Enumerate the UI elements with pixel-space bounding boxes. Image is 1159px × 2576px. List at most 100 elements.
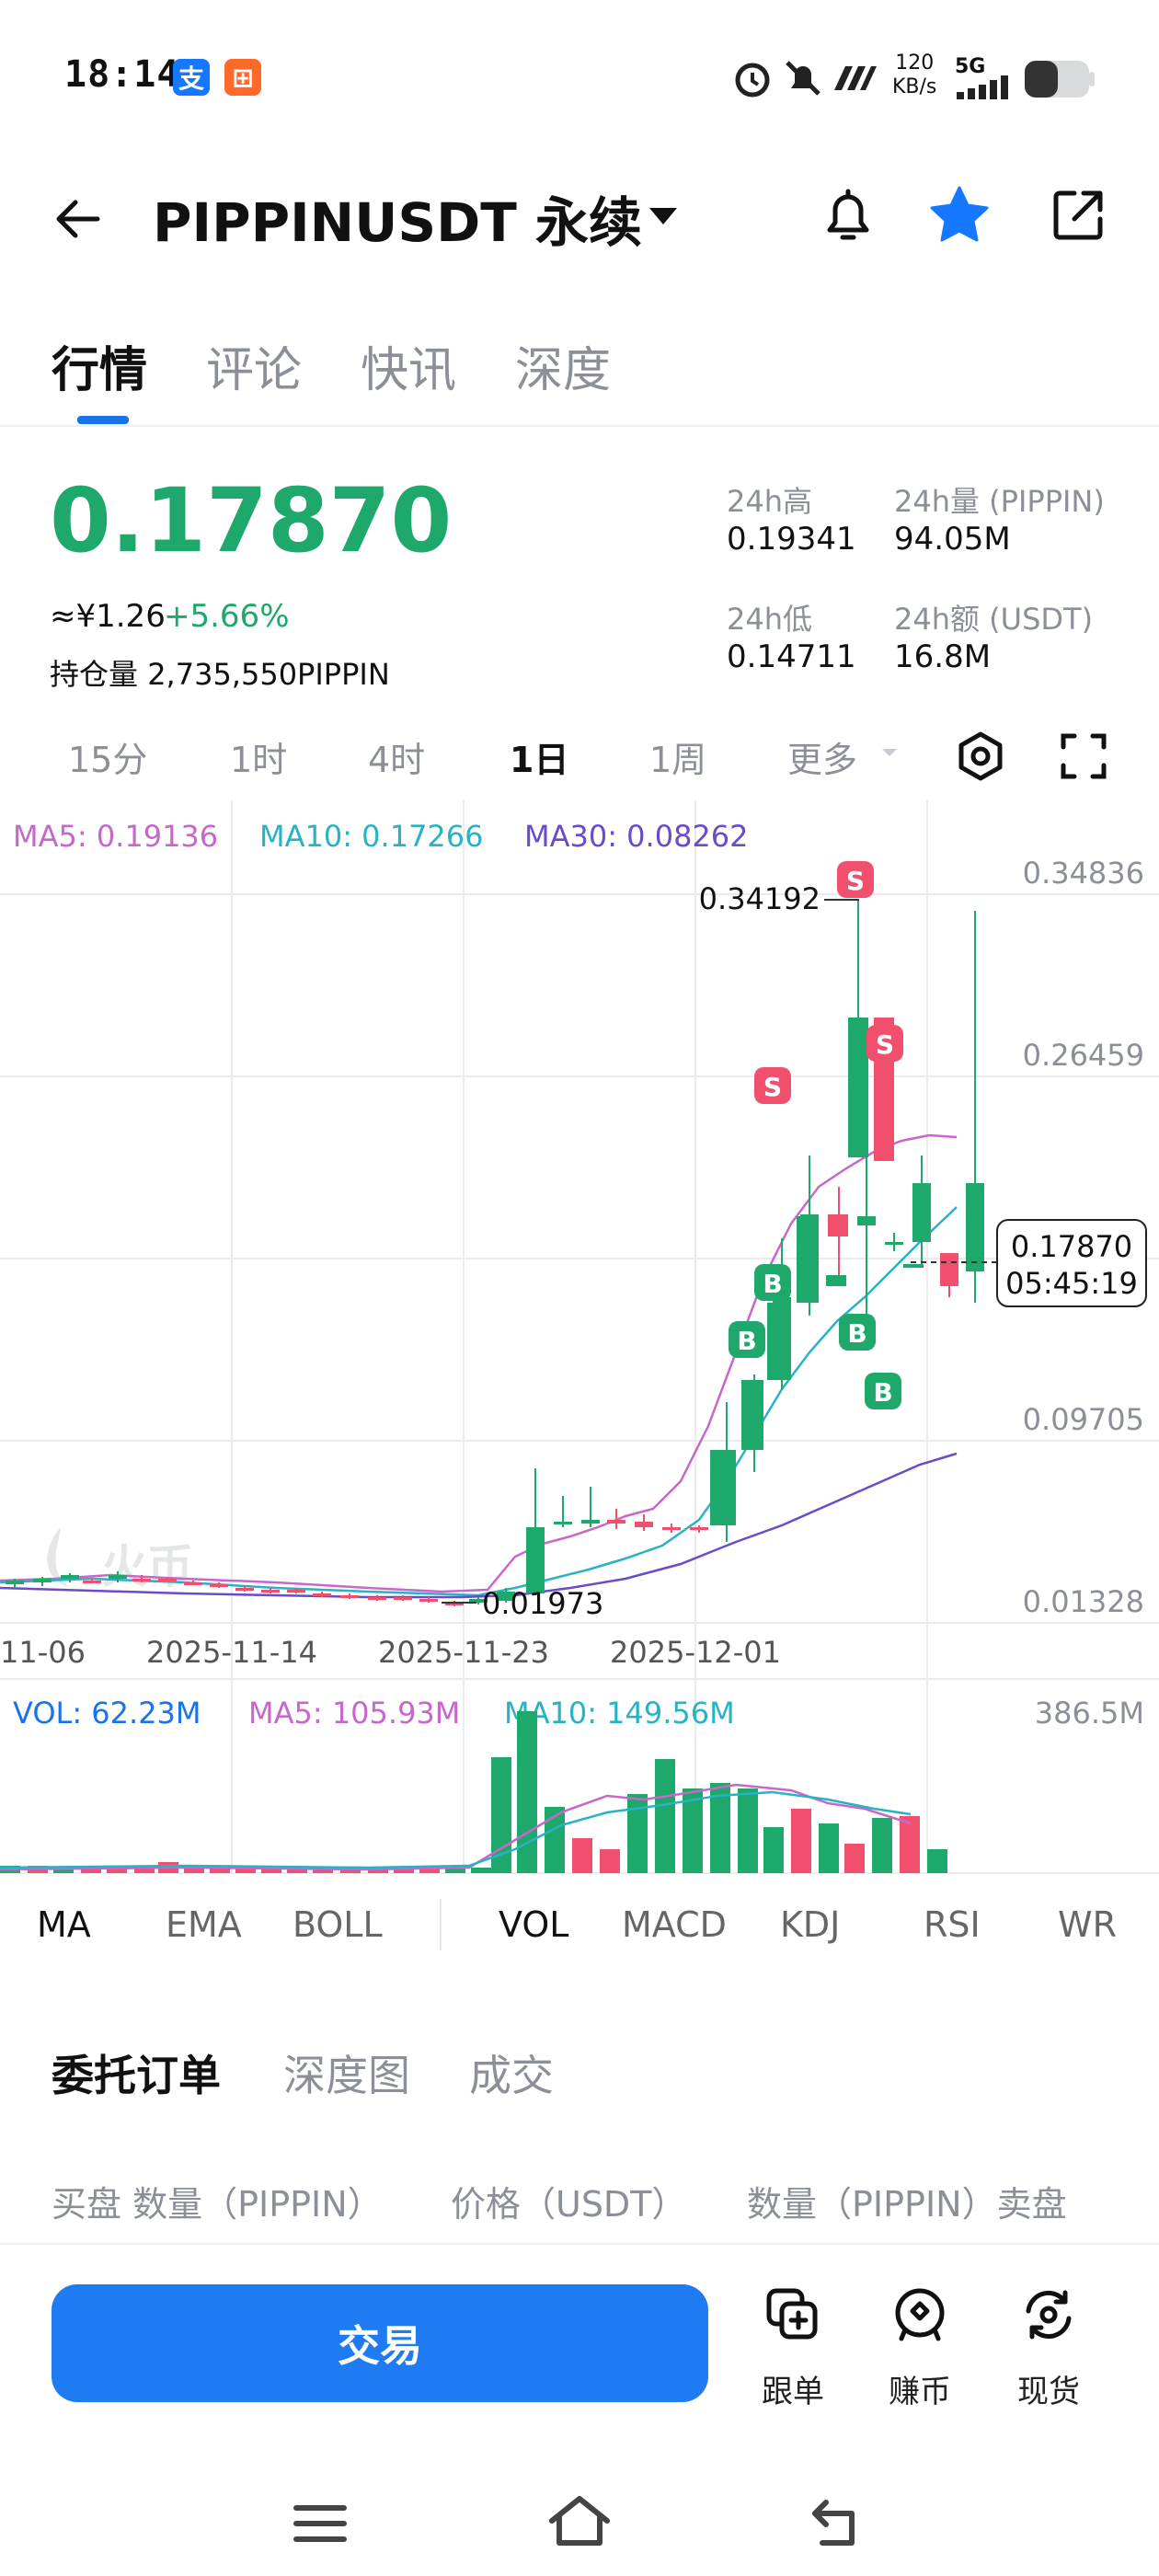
svg-text:B: B: [873, 1377, 892, 1408]
candle-body: [340, 1595, 359, 1598]
volume-bar: [844, 1844, 865, 1873]
candlestick-chart[interactable]: MA5: 0.19136 MA10: 0.17266 MA30: 0.08262…: [0, 800, 1159, 1877]
buy-signal: B: [865, 1373, 901, 1409]
candle-body: [940, 1253, 958, 1286]
candle-body: [690, 1527, 708, 1530]
indicator-rsi[interactable]: RSI: [924, 1904, 981, 1945]
candle-body: [469, 1599, 488, 1603]
low-marker: 0.01973: [482, 1586, 603, 1621]
price-axis-label: 0.34836: [1023, 856, 1144, 891]
page-title[interactable]: PIPPINUSDT 永续: [153, 191, 642, 254]
high-label: 24h高: [727, 484, 813, 519]
tab-depth[interactable]: 深度: [515, 343, 612, 398]
bell-icon[interactable]: [819, 184, 878, 247]
fullscreen-icon[interactable]: [1060, 732, 1107, 780]
status-bar: 18:14 支 ⊞ 120 KB/s 5G: [0, 0, 1159, 156]
amount-label: 24h额 (USDT): [894, 602, 1094, 637]
interval-more[interactable]: 更多: [787, 740, 858, 780]
ma5-line: [0, 1133, 958, 1593]
vol-legend: VOL: 62.23M: [13, 1696, 201, 1731]
volume-bar: [683, 1788, 703, 1873]
alipay-icon: 支: [173, 59, 210, 96]
interval-4h[interactable]: 4时: [368, 740, 426, 780]
vol-ma5-legend: MA5: 105.93M: [248, 1696, 460, 1731]
active-tab-indicator: [77, 416, 129, 424]
low-label: 24h低: [727, 602, 813, 637]
indicator-boll[interactable]: BOLL: [293, 1904, 383, 1945]
volume-bars-group: [0, 1711, 947, 1873]
amount-value: 16.8M: [894, 638, 992, 675]
interval-15m[interactable]: 15分: [68, 740, 148, 780]
last-price: 0.17870: [50, 469, 453, 572]
volume-bar: [710, 1783, 730, 1873]
indicator-vol[interactable]: VOL: [499, 1904, 569, 1945]
volume-bar: [419, 1868, 440, 1873]
tab-depth-chart[interactable]: 深度图: [283, 2051, 410, 2100]
svg-text:B: B: [763, 1269, 782, 1299]
current-price-tag: [996, 1219, 1147, 1307]
spot-exchange-icon: [1026, 2290, 1072, 2340]
volume-bar: [81, 1868, 101, 1873]
divider: [0, 425, 1159, 427]
price-axis-label: 0.26459: [1023, 1038, 1144, 1073]
tab-comments[interactable]: 评论: [206, 343, 303, 398]
signal-strength-icon: [834, 66, 877, 90]
menu-nav-icon[interactable]: [293, 2501, 348, 2547]
back-arrow-icon[interactable]: [50, 191, 105, 247]
candle-body: [261, 1590, 280, 1593]
app-notification-icon: ⊞: [224, 59, 261, 96]
indicator-ma[interactable]: MA: [37, 1904, 91, 1945]
price-axis-label: 0.09705: [1023, 1402, 1144, 1437]
ma30-legend: MA30: 0.08262: [524, 819, 749, 854]
candle-body: [287, 1590, 305, 1593]
volume-bar: [471, 1868, 491, 1873]
tab-trades[interactable]: 成交: [469, 2051, 554, 2100]
spot-label: 现货: [1017, 2374, 1080, 2410]
tab-order-book[interactable]: 委托订单: [52, 2051, 221, 2100]
candle-body: [607, 1520, 625, 1524]
watermark-text: 火币: [101, 1540, 193, 1593]
volume-bar: [394, 1868, 414, 1873]
candle-body: [710, 1450, 730, 1525]
interval-1h[interactable]: 1时: [230, 740, 288, 780]
favorite-star-icon[interactable]: [927, 184, 992, 245]
indicator-ema[interactable]: EMA: [166, 1904, 242, 1945]
interval-1w[interactable]: 1周: [649, 740, 707, 780]
follow-button[interactable]: 跟单: [738, 2287, 848, 2410]
candle-body: [313, 1593, 331, 1596]
volume-label: 24h量 (PIPPIN): [894, 484, 1105, 519]
indicator-wr[interactable]: WR: [1058, 1904, 1117, 1945]
spot-button[interactable]: 现货: [993, 2287, 1104, 2410]
indicator-macd[interactable]: MACD: [622, 1904, 727, 1945]
candle-body: [445, 1603, 464, 1605]
volume-bar: [572, 1838, 592, 1873]
price-axis-label: 0.01328: [1023, 1584, 1144, 1619]
network-type: 5G: [955, 55, 986, 78]
volume-bar: [53, 1868, 74, 1873]
candle-body: [210, 1584, 228, 1587]
volume-bar: [791, 1809, 811, 1873]
ma10-line: [0, 1206, 958, 1597]
tab-news[interactable]: 快讯: [361, 343, 457, 398]
candle-body: [912, 1183, 931, 1242]
tab-market[interactable]: 行情: [52, 343, 148, 398]
copy-trade-icon: [766, 2288, 818, 2340]
candle-body: [741, 1380, 762, 1450]
dropdown-caret-icon[interactable]: [648, 204, 679, 228]
back-nav-icon[interactable]: [809, 2497, 865, 2548]
volume-bar: [445, 1868, 465, 1873]
volume-value: 94.05M: [894, 521, 1011, 558]
svg-text:B: B: [847, 1318, 866, 1349]
settings-hexagon-icon[interactable]: [955, 730, 1006, 782]
home-nav-icon[interactable]: [546, 2493, 613, 2548]
high-marker: 0.34192: [699, 881, 820, 916]
trade-button[interactable]: 交易: [52, 2284, 708, 2402]
share-icon[interactable]: [1049, 186, 1107, 245]
indicator-kdj[interactable]: KDJ: [780, 1904, 841, 1945]
earn-button[interactable]: 赚币: [865, 2287, 975, 2410]
interval-1d[interactable]: 1日: [510, 740, 569, 780]
candle-body: [235, 1588, 254, 1591]
candle-body: [497, 1592, 515, 1601]
svg-text:S: S: [846, 866, 865, 896]
candle-body: [6, 1581, 24, 1584]
